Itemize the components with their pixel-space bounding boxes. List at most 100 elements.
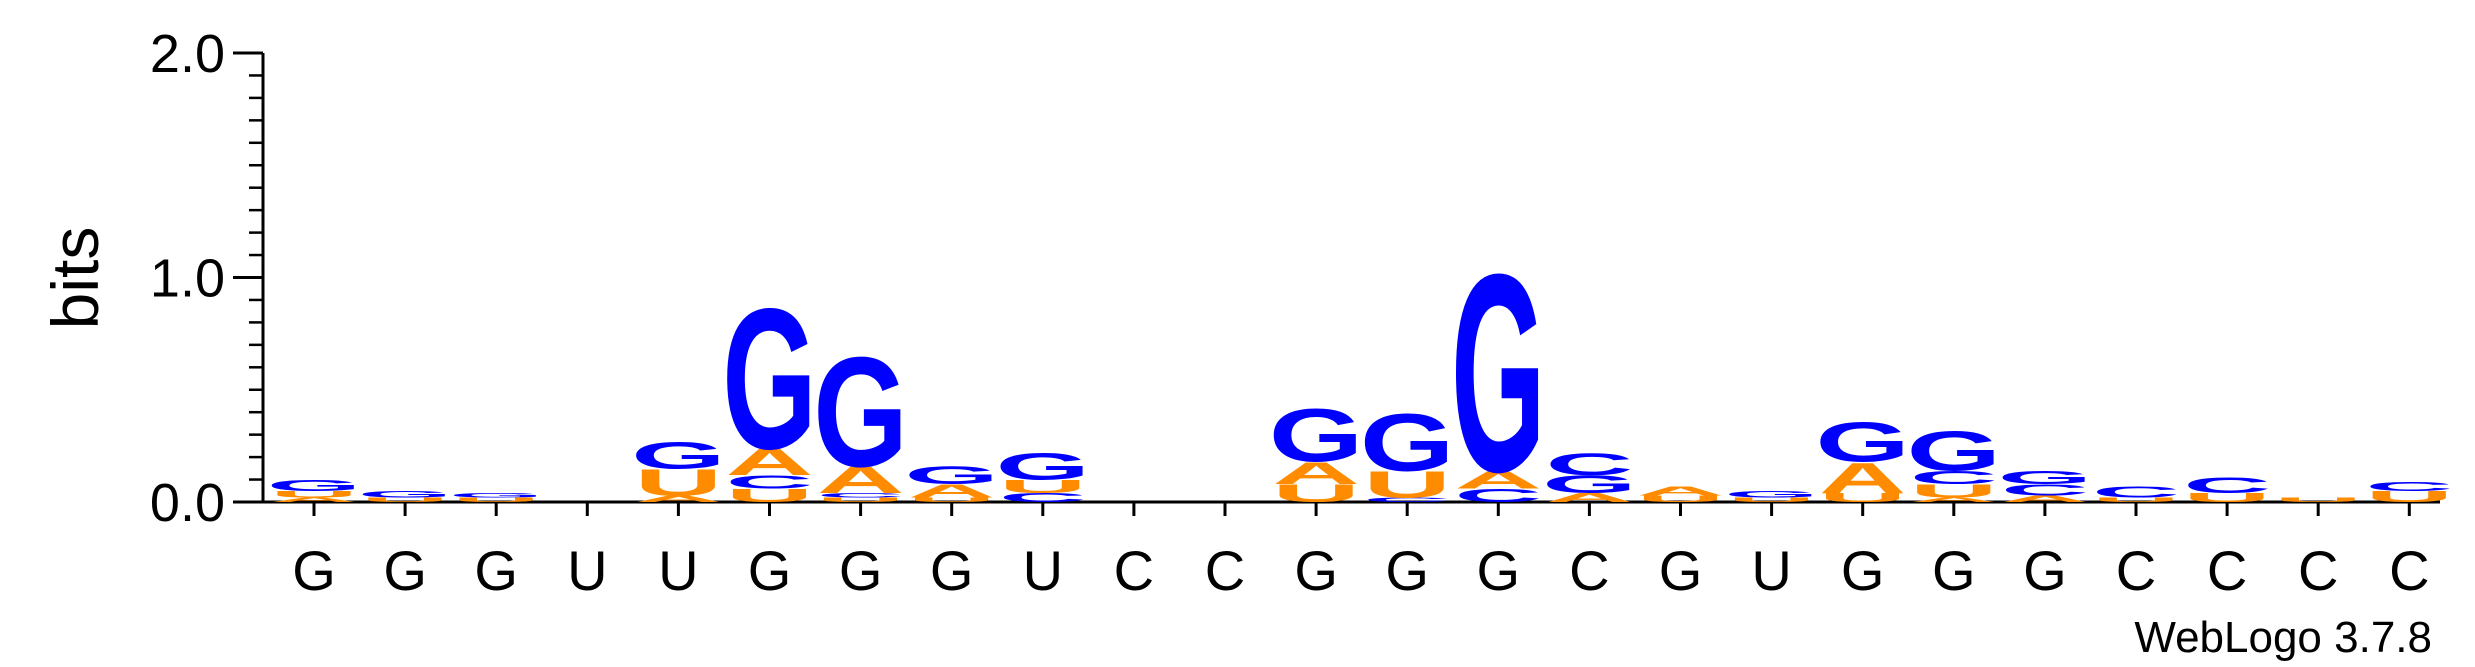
logo-letter-U: U	[2092, 496, 2180, 503]
logo-letter-C: C	[726, 472, 814, 493]
logo-glyph: A	[726, 442, 814, 484]
logo-letter-G: G	[1815, 411, 1910, 474]
logo-glyph: A	[270, 496, 358, 503]
logo-glyph: G	[631, 435, 726, 477]
logo-glyph: U	[1728, 496, 1816, 503]
logo-glyph: G	[1724, 489, 1819, 499]
logo-letter-G: G	[1998, 467, 2093, 488]
y-tick-label: 1.0	[150, 249, 225, 309]
logo-letter-U: U	[1728, 496, 1816, 503]
logo-letter-C: C	[1910, 467, 1998, 488]
x-tick-label: U	[1751, 539, 1791, 602]
logo-letter-G: G	[1451, 216, 1546, 532]
x-tick-label: G	[474, 539, 518, 602]
logo-glyph: G	[1815, 411, 1910, 474]
y-tick-label: 2.0	[150, 24, 225, 84]
logo-glyph: A	[634, 494, 722, 504]
logo-glyph: U	[452, 496, 540, 503]
x-tick-label: G	[1385, 539, 1429, 602]
y-axis: 0.0 1.0 2.0 bits	[38, 24, 265, 533]
logo-letter-G: G	[1724, 489, 1819, 499]
logo-letter-A: A	[817, 460, 905, 502]
logo-letter-C: C	[2183, 473, 2271, 498]
logo-letter-G: G	[1269, 394, 1364, 478]
logo-letter-G: G	[1360, 397, 1455, 488]
logo-glyph: U	[999, 476, 1087, 497]
logo-glyph: G	[995, 446, 1090, 488]
logo-letter-U: U	[1363, 464, 1451, 506]
logo-letter-G: G	[631, 435, 726, 477]
logo-letter-C: C	[2001, 481, 2089, 498]
logo-letter-G: G	[267, 477, 362, 494]
logo-letter-G: G	[1542, 470, 1637, 498]
logo-letter-U: U	[1819, 491, 1907, 505]
y-tick-label: 0.0	[150, 473, 225, 533]
logo-glyph: A	[1819, 454, 1907, 503]
logo-glyph: C	[726, 472, 814, 493]
logo-letter-G: G	[1906, 420, 2001, 483]
logo-letter-A: A	[726, 442, 814, 484]
logo-glyph: G	[904, 461, 999, 489]
logo-glyph: G	[1906, 420, 2001, 483]
x-tick-label: G	[839, 539, 883, 602]
logo-glyph: G	[1998, 467, 2093, 488]
logo-letter-U: U	[361, 496, 449, 503]
logo-glyph: C	[2092, 484, 2180, 501]
logo-letter-A: A	[1454, 466, 1542, 494]
logo-glyph: A	[1637, 484, 1725, 498]
logo-glyph: U	[270, 489, 358, 499]
logo-glyph: U	[817, 496, 905, 503]
logo-glyph: C	[2183, 473, 2271, 498]
x-tick-label: C	[2298, 539, 2338, 602]
logo-glyph: A	[2001, 494, 2089, 504]
y-ticks: 0.0 1.0 2.0	[150, 24, 263, 533]
logo-letter-U: U	[2365, 488, 2453, 505]
x-tick-label: C	[2389, 539, 2429, 602]
logo-letter-G: G	[722, 268, 817, 492]
logo-glyph: G	[358, 489, 453, 499]
x-tick-label: G	[1477, 539, 1521, 602]
logo-glyph: C	[1910, 467, 1998, 488]
logo-letter-A: A	[1819, 454, 1907, 503]
x-tick-label: U	[567, 539, 607, 602]
x-tick-label: C	[1569, 539, 1609, 602]
logo-glyph: A	[1454, 466, 1542, 494]
logo-letter-A: A	[270, 496, 358, 503]
logo-letter-C: C	[817, 492, 905, 499]
logo-letter-U: U	[2274, 496, 2362, 503]
logo-glyph: U	[361, 496, 449, 503]
logo-letter-U: U	[1910, 481, 1998, 502]
logo-glyph: G	[1451, 216, 1546, 532]
logo-glyph: G	[267, 477, 362, 494]
logo-glyph: U	[726, 485, 814, 506]
logo-glyph: G	[722, 268, 817, 492]
logo-letter-G: G	[358, 489, 453, 499]
logo-letter-U: U	[634, 462, 722, 504]
logo-letter-G: G	[449, 492, 544, 499]
logo-glyph: C	[2365, 480, 2453, 494]
x-tick-label: C	[1114, 539, 1154, 602]
logo-letter-C: C	[999, 491, 1087, 505]
x-tick-label: C	[2207, 539, 2247, 602]
logo-letter-A: A	[1637, 484, 1725, 498]
x-tick-label: G	[1659, 539, 1703, 602]
logo-glyph: C	[817, 492, 905, 499]
logo-glyph: U	[1819, 491, 1907, 505]
logo-glyph: C	[1454, 485, 1542, 506]
x-tick-label: G	[748, 539, 792, 602]
logo-letter-G: G	[813, 324, 908, 499]
logo-letter-C: C	[1363, 496, 1451, 503]
logo-letter-G: G	[904, 461, 999, 489]
logo-letter-G: G	[995, 446, 1090, 488]
x-tick-label: G	[2023, 539, 2067, 602]
logo-glyph: U	[2183, 491, 2271, 505]
logo-letter-A: A	[634, 494, 722, 504]
logo-letter-U: U	[726, 485, 814, 506]
logo-letter-U: U	[270, 489, 358, 499]
weblogo-credit: WebLogo 3.7.8	[2134, 613, 2432, 662]
x-tick-label: G	[383, 539, 427, 602]
logo-glyph: A	[908, 481, 996, 502]
